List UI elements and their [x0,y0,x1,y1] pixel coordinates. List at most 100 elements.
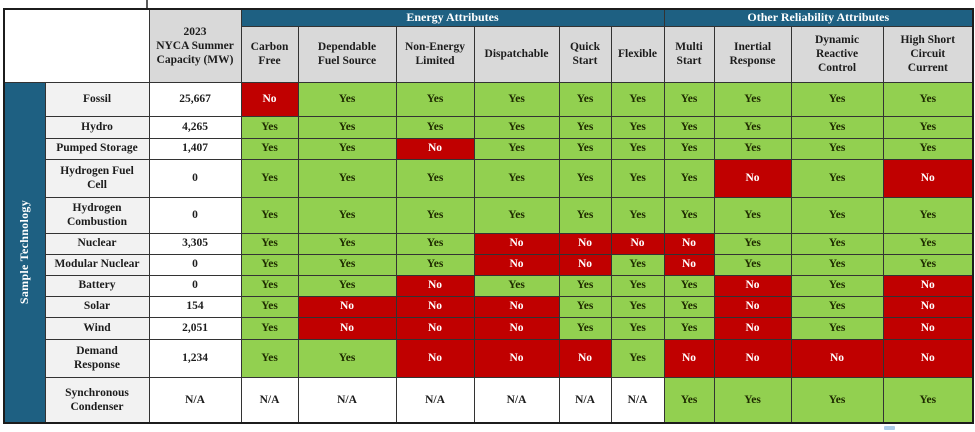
capacity-value: 0 [148,158,242,198]
table-row: Wind 2,051 Yes No No No Yes Yes Yes No Yes No [4,316,974,340]
attribute-cell: N/A [610,376,665,424]
table-row: Pumped Storage 1,407 Yes Yes No Yes Yes Yes Yes Y… [4,137,974,160]
column-header-quick-start: Quick Start [558,25,612,83]
attribute-cell: Yes [663,316,715,340]
attribute-cell: N/A [240,376,299,424]
attribute-cell: Yes [240,316,299,340]
attribute-cell: Yes [610,81,665,117]
attribute-cell: Yes [240,115,299,139]
attribute-cell: No [558,338,612,378]
attribute-cell: Yes [790,137,884,160]
attribute-cell: Yes [473,137,560,160]
attribute-cell: Yes [473,81,560,117]
technology-label: Battery [44,274,150,297]
column-header-flexible: Flexible [610,25,665,83]
footnote-mark [884,426,895,430]
attribute-cell: Yes [882,137,974,160]
table-row: Hydrogen Fuel Cell 0 Yes Yes Yes Yes Yes Yes Yes… [4,158,974,198]
technology-label: Wind [44,316,150,340]
attribute-cell: Yes [790,115,884,139]
attribute-cell: No [473,295,560,318]
capacity-value: 0 [148,196,242,234]
capacity-value: 1,234 [148,338,242,378]
attribute-cell: Yes [240,253,299,276]
group-header-other-reliability-attributes: Other Reliability Attributes [663,8,974,27]
attribute-cell: Yes [610,115,665,139]
attribute-cell: Yes [882,196,974,234]
attribute-cell: Yes [790,196,884,234]
attribute-cell: Yes [790,232,884,255]
technology-label: Nuclear [44,232,150,255]
attribute-cell: No [610,232,665,255]
attribute-cell: No [663,232,715,255]
attribute-cell: No [882,338,974,378]
attribute-cell: Yes [558,137,612,160]
attribute-cell: Yes [713,232,792,255]
table-body: Sample Technology Fossil 25,667 No Yes Yes Yes… [3,81,974,424]
attribute-cell: Yes [790,376,884,424]
capacity-value: 25,667 [148,81,242,117]
attribute-cell: No [882,158,974,198]
attribute-cell: No [663,338,715,378]
table-row: Sample Technology Fossil 25,667 No Yes Yes Yes… [3,81,974,424]
attribute-cell: Yes [790,158,884,198]
attribute-cell: Yes [558,274,612,297]
attribute-cell: No [395,137,475,160]
technology-attributes-table: 2023 NYCA Summer Capacity (MW) Energy At… [3,8,975,424]
attribute-cell: Yes [558,295,612,318]
attribute-cell: Yes [663,81,715,117]
attribute-cell: Yes [558,316,612,340]
attribute-cell: Yes [395,81,475,117]
capacity-value: 0 [148,274,242,297]
attribute-cell: Yes [297,137,397,160]
attribute-cell: Yes [610,158,665,198]
attribute-cell: Yes [882,253,974,276]
attribute-cell: Yes [610,338,665,378]
column-header-dynamic-reactive-control: Dynamic Reactive Control [790,25,884,83]
attribute-cell: No [395,295,475,318]
technology-label: Hydro [44,115,150,139]
attribute-cell: Yes [663,376,715,424]
attribute-cell: Yes [297,158,397,198]
capacity-value: 2,051 [148,316,242,340]
technology-label: Fossil [44,81,150,117]
attribute-cell: No [473,316,560,340]
column-header-inertial-response: Inertial Response [713,25,792,83]
attribute-cell: N/A [558,376,612,424]
attribute-cell: Yes [882,232,974,255]
attribute-cell: Yes [395,196,475,234]
column-header-dispatchable: Dispatchable [473,25,560,83]
attribute-cell: No [558,232,612,255]
table-row: Demand Response 1,234 Yes Yes No No No Yes No No N… [4,338,974,378]
attribute-cell: Yes [713,81,792,117]
attribute-cell: Yes [882,115,974,139]
attribute-cell: Yes [790,316,884,340]
attribute-cell: Yes [790,81,884,117]
attribute-cell: Yes [558,115,612,139]
attribute-cell: Yes [663,158,715,198]
attribute-cell: Yes [713,137,792,160]
attribute-cell: Yes [790,253,884,276]
attribute-cell: No [558,253,612,276]
table-row: Nuclear 3,305 Yes Yes Yes No No No No Yes Yes Yes [4,232,974,255]
attribute-cell: Yes [663,196,715,234]
attribute-cell: No [473,232,560,255]
table-row: Synchronous Condenser N/A N/A N/A N/A N/A N/A N… [4,376,974,424]
attribute-cell: Yes [473,274,560,297]
attribute-cell: No [882,274,974,297]
attribute-cell: Yes [395,115,475,139]
attribute-cell: Yes [240,274,299,297]
attribute-cell: Yes [240,338,299,378]
column-header-high-short-circuit-current: High Short Circuit Current [882,25,974,83]
group-header-row: 2023 NYCA Summer Capacity (MW) Energy At… [3,8,974,83]
attribute-cell: Yes [473,115,560,139]
attribute-cell: Yes [558,81,612,117]
attribute-cell: Yes [240,295,299,318]
attribute-cell: Yes [297,338,397,378]
attribute-cell: Yes [558,158,612,198]
attribute-cell: Yes [882,376,974,424]
attribute-cell: Yes [663,115,715,139]
sidebar-vertical-label: Sample Technology [17,200,32,305]
technology-label: Demand Response [44,338,150,378]
